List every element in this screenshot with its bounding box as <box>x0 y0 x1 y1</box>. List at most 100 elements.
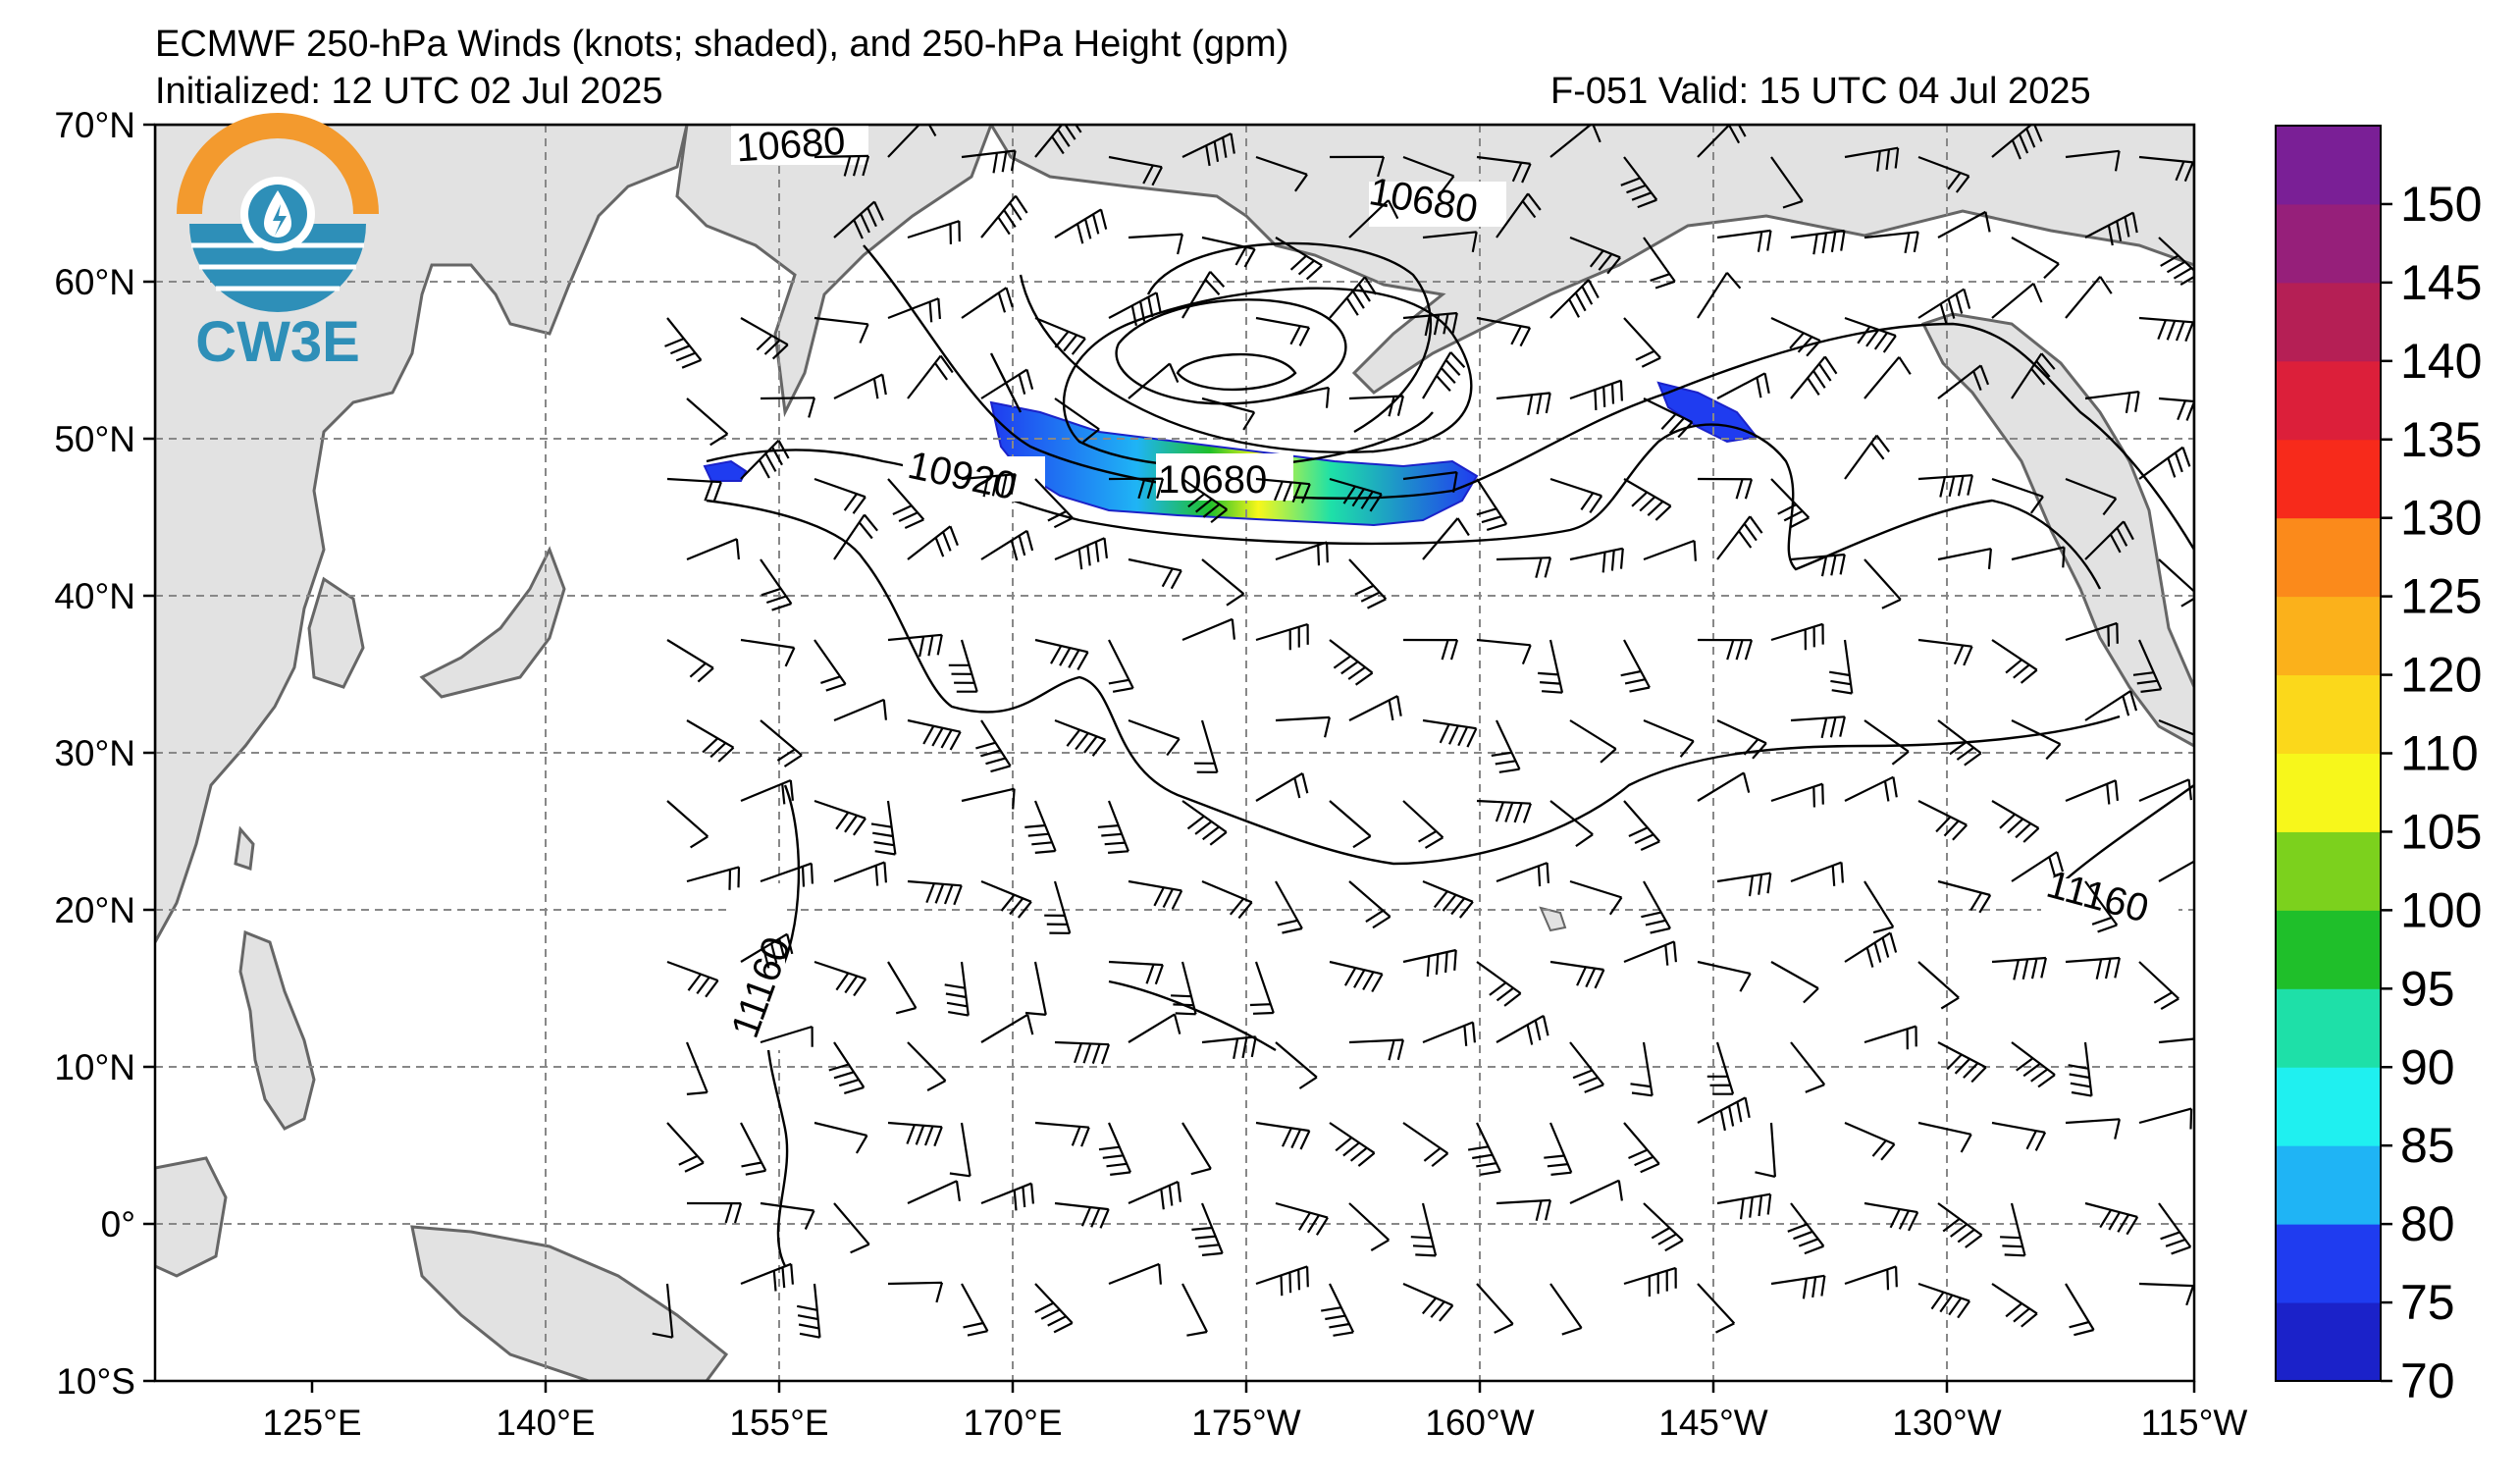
wind-barb <box>1643 718 1695 758</box>
wind-barb <box>2065 621 2119 647</box>
cb-label-125: 125 <box>2400 569 2482 624</box>
wind-barb <box>2084 1201 2139 1236</box>
lon-label-145w: 145°W <box>1658 1403 1768 1443</box>
wind-barb <box>907 220 961 244</box>
colorbar-swatch <box>2276 126 2381 205</box>
wind-barb <box>760 862 814 887</box>
wind-barb <box>1181 271 1226 319</box>
wind-barb <box>1181 132 1235 167</box>
wind-barb <box>1255 477 1311 503</box>
contour-label-10680-north: 10680 <box>735 120 847 171</box>
cb-label-130: 130 <box>2400 491 2482 546</box>
wind-barb <box>1034 316 1086 355</box>
wind-barb <box>1191 1202 1224 1256</box>
wind-barb <box>1716 372 1770 399</box>
wind-barb <box>870 800 897 856</box>
wind-barb <box>1569 547 1624 573</box>
cb-label-135: 135 <box>2400 412 2482 467</box>
wind-barb <box>833 200 884 239</box>
wind-barb <box>1422 517 1470 560</box>
wind-barb <box>1108 291 1162 327</box>
wind-barb <box>1108 1262 1162 1286</box>
wind-barb <box>1991 800 2040 843</box>
asia-landmass <box>155 125 689 943</box>
logo-orange-arc <box>177 113 379 215</box>
wind-barb <box>1864 356 1912 399</box>
philippines-islands <box>238 929 316 1131</box>
wind-barb <box>666 960 719 998</box>
wind-barb <box>1697 960 1752 992</box>
wind-barb <box>1321 1283 1355 1337</box>
wind-barb <box>2138 1107 2193 1130</box>
wind-barb <box>2000 1202 2026 1257</box>
wind-barb <box>760 1201 815 1230</box>
lightning-icon <box>273 204 287 236</box>
wind-barb <box>814 477 866 514</box>
alaska-landmass <box>989 125 2194 395</box>
wind-barb <box>2158 397 2194 421</box>
wind-barb <box>1864 1025 1917 1050</box>
wind-barb <box>1991 125 2043 160</box>
wind-barb <box>685 1041 709 1095</box>
wind-barb <box>1716 229 1772 252</box>
wind-barb <box>980 368 1034 399</box>
wind-barb <box>1054 1201 1110 1229</box>
wind-barb <box>1348 395 1404 417</box>
wind-barb <box>1716 1192 1772 1220</box>
wind-barb <box>1402 1282 1454 1322</box>
wind-barb <box>828 1041 866 1094</box>
wind-barb <box>907 525 959 560</box>
wind-barb <box>1249 961 1275 1015</box>
cb-label-95: 95 <box>2400 961 2455 1016</box>
wind-barb <box>1917 474 1973 498</box>
wind-barb <box>1255 771 1309 802</box>
wind-barb <box>1643 237 1676 290</box>
colorbar-swatch <box>2276 1302 2381 1382</box>
wind-barb <box>1623 478 1672 521</box>
wind-barb <box>1476 961 1522 1007</box>
wind-barb <box>1034 1283 1074 1334</box>
wind-barb <box>2158 558 2194 608</box>
wind-barb <box>1402 1122 1449 1168</box>
wind-barb <box>1275 715 1331 738</box>
wind-barb <box>2138 446 2191 480</box>
wind-barb <box>1255 622 1309 651</box>
wind-barb <box>2138 155 2194 183</box>
wind-barb <box>1201 1035 1257 1060</box>
wind-barb <box>664 317 703 369</box>
wind-barb <box>686 538 740 561</box>
wind-barb <box>814 960 867 997</box>
wind-barb <box>1917 155 1970 193</box>
wind-barb <box>1044 880 1072 934</box>
wind-barb <box>1790 229 1846 255</box>
cb-label-75: 75 <box>2400 1275 2455 1330</box>
latitude-labels: 70°N 60°N 50°N 40°N 30°N 20°N 10°N 0° 10… <box>54 105 135 1402</box>
wind-barb <box>1716 872 1772 897</box>
wind-barb <box>975 719 1012 773</box>
wind-barb <box>1128 1013 1181 1043</box>
wind-barb <box>1569 879 1623 916</box>
wind-barb <box>1410 1202 1438 1257</box>
wind-barb <box>1097 800 1129 854</box>
wind-barb <box>1790 715 1846 739</box>
wind-barb <box>2011 546 2066 568</box>
wind-barb <box>1620 639 1651 693</box>
wind-barb <box>1829 639 1854 695</box>
map-title: ECMWF 250-hPa Winds (knots; shaded), and… <box>155 24 1289 65</box>
wind-barb <box>740 317 789 360</box>
wind-barb <box>1790 861 1844 886</box>
wind-barb <box>1329 276 1378 319</box>
wind-barb <box>1329 477 1383 512</box>
wind-barb <box>1024 800 1057 854</box>
wind-barb <box>1402 471 1458 493</box>
lon-label-125e: 125°E <box>262 1403 361 1443</box>
wind-barb <box>833 1202 870 1254</box>
colorbar-swatch <box>2276 831 2381 911</box>
map-content: 10680 10680 10680 10920 11160 11160 <box>155 120 2194 1381</box>
lat-label-10n: 10°N <box>54 1047 135 1087</box>
wind-barb <box>1770 961 1819 1004</box>
wind-barb <box>1171 961 1197 1016</box>
wind-barb <box>1275 237 1323 281</box>
wind-barb <box>948 639 978 693</box>
wind-barb <box>1329 1122 1376 1167</box>
